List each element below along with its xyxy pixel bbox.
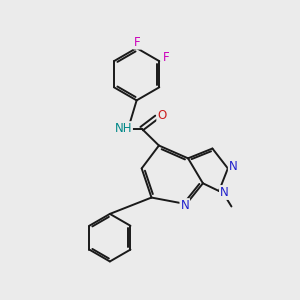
Text: F: F xyxy=(163,51,169,64)
Text: N: N xyxy=(229,160,238,172)
Text: NH: NH xyxy=(115,122,132,135)
Text: O: O xyxy=(157,109,167,122)
Text: N: N xyxy=(220,186,229,199)
Text: N: N xyxy=(180,199,189,212)
Text: F: F xyxy=(134,36,140,49)
